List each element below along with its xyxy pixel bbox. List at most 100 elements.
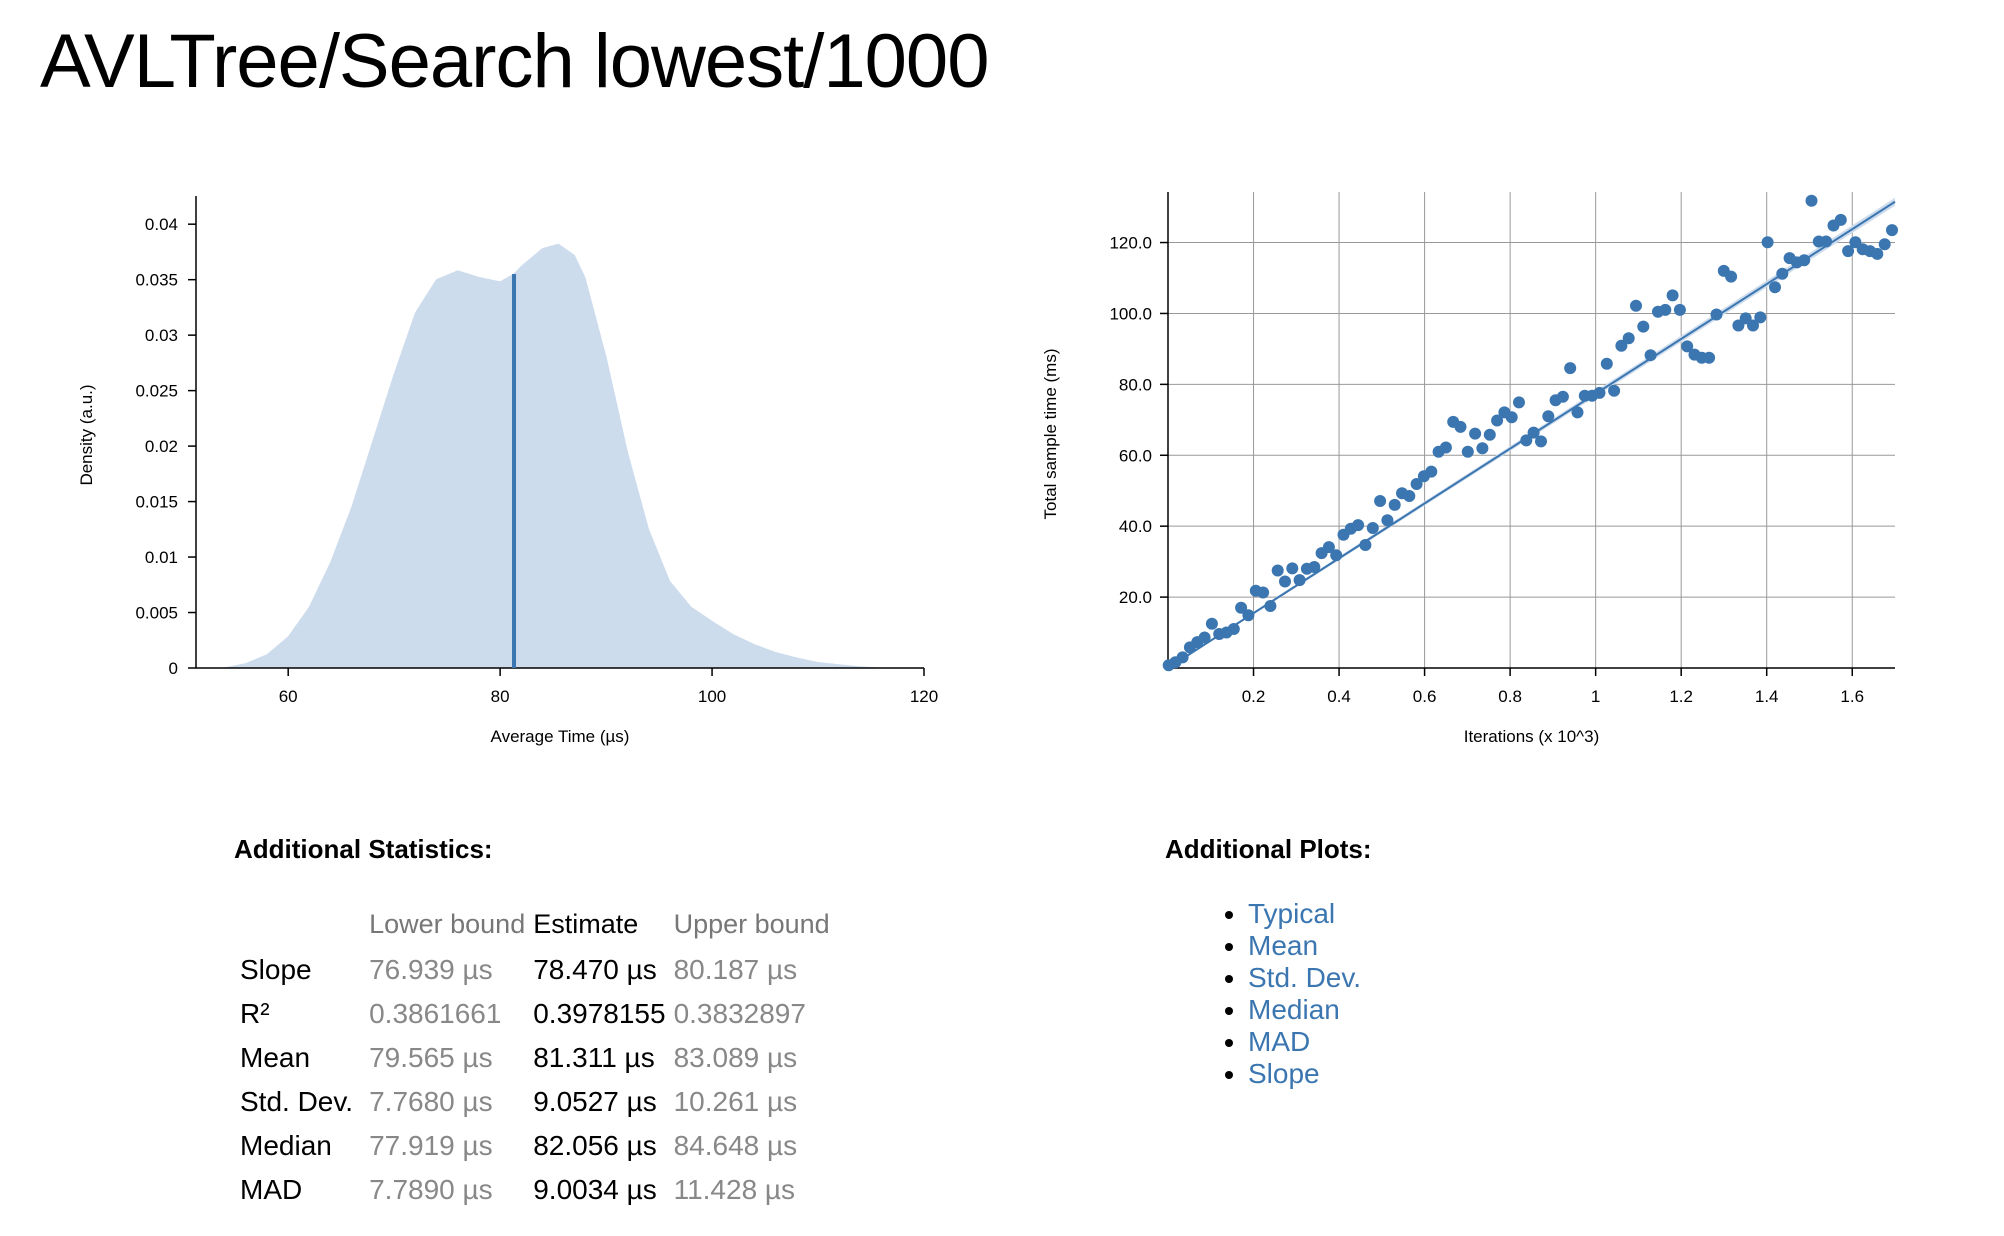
sample-point <box>1469 427 1482 440</box>
x-tick-label: 1.6 <box>1840 687 1864 706</box>
plot-link-item: Median <box>1248 994 1361 1026</box>
sample-point <box>1381 514 1394 527</box>
sample-point <box>1257 586 1270 599</box>
stat-estimate: 81.311 µs <box>533 1042 655 1073</box>
additional-plots-heading: Additional Plots: <box>1165 834 1372 864</box>
sample-point <box>1374 495 1387 507</box>
stat-lower-bound: 7.7680 µs <box>369 1086 493 1117</box>
stat-estimate: 82.056 µs <box>533 1130 657 1161</box>
sample-point <box>1630 299 1642 312</box>
page-title: AVLTree/Search lowest/1000 <box>40 19 989 104</box>
stat-lower-bound: 76.939 µs <box>369 954 493 985</box>
plot-link-mean[interactable]: Mean <box>1248 930 1319 961</box>
sample-point <box>1681 340 1694 353</box>
x-tick-label: 0.8 <box>1498 687 1522 706</box>
plot-link-slope[interactable]: Slope <box>1248 1058 1320 1089</box>
y-tick-label: 0.015 <box>135 493 178 512</box>
sample-point <box>1359 539 1372 551</box>
sample-point <box>1483 428 1496 441</box>
stat-lower-bound: 79.565 µs <box>369 1042 493 1073</box>
stat-estimate: 78.470 µs <box>533 954 657 985</box>
additional-statistics-heading: Additional Statistics: <box>234 834 493 864</box>
column-header-blank <box>234 900 363 948</box>
stat-upper-bound: 0.3832897 <box>673 998 806 1029</box>
y-tick-label: 120.0 <box>1109 234 1152 253</box>
statistics-row: Std. Dev. 7.7680 µs 9.0527 µs 10.261 µs <box>234 1080 832 1124</box>
sample-point <box>1235 601 1248 614</box>
sample-point <box>1293 574 1306 587</box>
sample-point <box>1476 442 1489 455</box>
x-tick-label: 1.2 <box>1669 687 1693 706</box>
sample-point <box>1725 270 1738 283</box>
statistics-table: Lower bound Estimate Upper bound Slope 76… <box>234 900 832 1212</box>
stat-name: MAD <box>240 1174 303 1205</box>
sample-point <box>1527 426 1540 439</box>
y-tick-label: 0.02 <box>145 437 178 456</box>
statistics-row: Mean 79.565 µs 81.311 µs 83.089 µs <box>234 1036 832 1080</box>
stat-estimate: 9.0034 µs <box>533 1174 657 1205</box>
sample-point <box>1761 236 1774 249</box>
stat-name: Std. Dev. <box>240 1086 354 1117</box>
sample-point <box>1886 224 1898 237</box>
y-tick-label: 0.005 <box>135 604 178 623</box>
y-axis-title: Density (a.u.) <box>77 384 96 485</box>
density-chart: 0 0.005 0.01 0.015 0.02 0.025 0.03 0.035 0.04 60 8… <box>77 196 938 746</box>
plot-link-mad[interactable]: MAD <box>1248 1026 1311 1057</box>
statistics-row: MAD 7.7890 µs 9.0034 µs 11.428 µs <box>234 1168 832 1212</box>
stat-upper-bound: 10.261 µs <box>673 1086 798 1117</box>
plot-link-std-dev[interactable]: Std. Dev. <box>1248 962 1362 993</box>
sample-point <box>1542 410 1555 423</box>
sample-point <box>1659 303 1672 316</box>
stat-name: R² <box>240 998 270 1029</box>
sample-point <box>1878 238 1891 251</box>
y-tick-label: 0.035 <box>135 271 178 290</box>
sample-point <box>1798 254 1811 267</box>
column-header-lower-bound: Lower bound <box>369 908 526 939</box>
sample-point <box>1820 235 1833 248</box>
sample-point <box>1242 609 1255 622</box>
sample-point <box>1644 349 1657 362</box>
sample-point <box>1439 441 1452 454</box>
y-tick-label: 20.0 <box>1119 588 1152 607</box>
plot-link-item: Slope <box>1248 1058 1361 1090</box>
density-area <box>224 243 882 669</box>
x-tick-label: 60 <box>279 687 298 706</box>
stat-upper-bound: 84.648 µs <box>673 1130 798 1161</box>
stat-lower-bound: 0.3861661 <box>369 998 502 1029</box>
sample-point <box>1754 311 1767 324</box>
sample-point <box>1205 617 1218 630</box>
sample-point <box>1461 445 1474 458</box>
statistics-row: Slope 76.939 µs 78.470 µs 80.187 µs <box>234 948 832 992</box>
sample-point <box>1593 386 1606 399</box>
sample-point <box>1776 267 1789 280</box>
y-axis-title: Total sample time (ms) <box>1041 349 1060 520</box>
sample-point <box>1176 651 1189 664</box>
stat-name: Median <box>240 1130 332 1161</box>
sample-point <box>1388 498 1401 511</box>
plot-link-item: Typical <box>1248 898 1361 930</box>
sample-point <box>1871 247 1884 260</box>
x-tick-label: 1 <box>1591 687 1600 706</box>
y-tick-label: 80.0 <box>1119 375 1152 394</box>
stat-lower-bound: 7.7890 µs <box>369 1174 493 1205</box>
sample-point <box>1637 320 1650 333</box>
x-tick-label: 1.4 <box>1755 687 1779 706</box>
stat-name: Slope <box>240 954 312 985</box>
regression-chart: 20.0 40.0 60.0 80.0 100.0 120.0 0.2 0.4 0.6 0.8 1 1… <box>1041 192 1898 746</box>
column-header-upper-bound: Upper bound <box>673 908 830 939</box>
y-tick-label: 60.0 <box>1119 446 1152 465</box>
sample-point <box>1615 339 1628 352</box>
statistics-row: R² 0.3861661 0.3978155 0.3832897 <box>234 992 832 1036</box>
plot-link-median[interactable]: Median <box>1248 994 1340 1025</box>
plot-link-item: Std. Dev. <box>1248 962 1361 994</box>
plot-link-typical[interactable]: Typical <box>1248 898 1336 929</box>
y-tick-label: 0.01 <box>145 548 178 567</box>
sample-point <box>1322 541 1335 554</box>
sample-point <box>1505 411 1518 424</box>
y-tick-label: 40.0 <box>1119 517 1152 536</box>
sample-point <box>1198 631 1211 644</box>
sample-point <box>1571 406 1584 419</box>
plot-link-item: Mean <box>1248 930 1361 962</box>
y-tick-label: 0.04 <box>145 215 178 234</box>
y-tick-label: 0.03 <box>145 326 178 345</box>
